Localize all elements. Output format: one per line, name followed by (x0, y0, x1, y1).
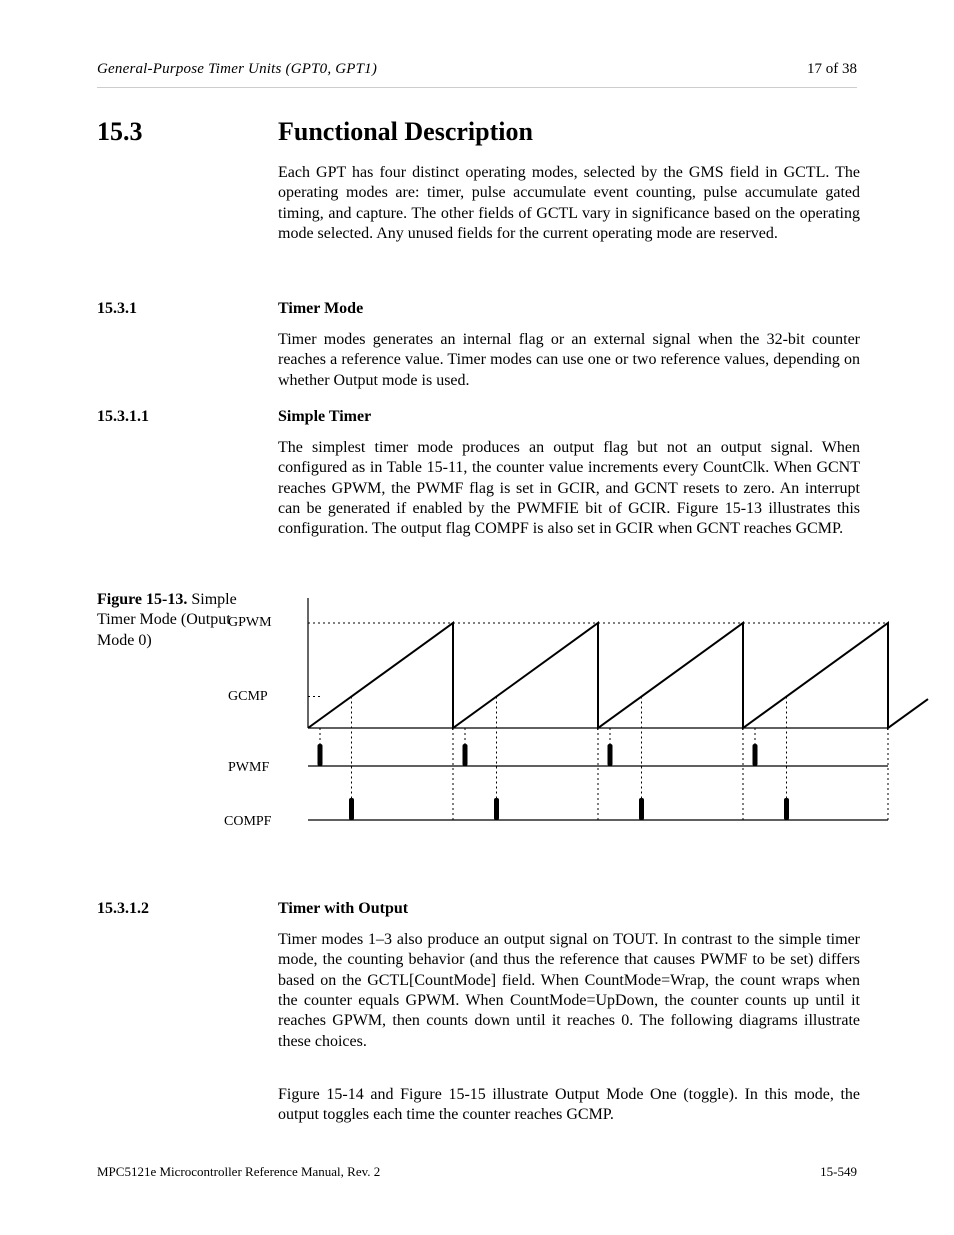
figure-label: Figure 15-13. (97, 591, 187, 608)
paragraph-simple-timer: The simplest timer mode produces an outp… (278, 438, 860, 540)
paragraph-output-mode-one: Figure 15-14 and Figure 15-15 illustrate… (278, 1085, 860, 1126)
svg-text:PWMF: PWMF (228, 760, 269, 775)
subsubsection-number-simple-timer: 15.3.1.1 (97, 408, 149, 426)
footer-docnum: MPC5121e Microcontroller Reference Manua… (97, 1164, 380, 1180)
svg-text:GCMP: GCMP (228, 689, 268, 704)
subsection-number-timer-mode: 15.3.1 (97, 300, 137, 318)
section-title: Functional Description (278, 117, 533, 147)
figure-simple-timer: GPWMGCMPPWMFCOMPF (278, 588, 888, 893)
subsubsection-title-simple-timer: Simple Timer (278, 408, 371, 426)
header-title: General-Purpose Timer Units (GPT0, GPT1) (97, 61, 377, 78)
svg-text:GPWM: GPWM (228, 615, 272, 630)
svg-text:COMPF: COMPF (224, 814, 272, 829)
paragraph-timer-output: Timer modes 1–3 also produce an output s… (278, 930, 860, 1052)
subsubsection-title-timer-output: Timer with Output (278, 900, 408, 918)
footer-pagenum: 15-549 (820, 1164, 857, 1180)
header-rule (97, 87, 857, 88)
header-pagecount: 17 of 38 (807, 61, 857, 78)
subsection-title-timer-mode: Timer Mode (278, 300, 363, 318)
paragraph-intro: Each GPT has four distinct operating mod… (278, 163, 860, 244)
paragraph-timer-mode: Timer modes generates an internal flag o… (278, 330, 860, 391)
section-number: 15.3 (97, 117, 143, 147)
subsubsection-number-timer-output: 15.3.1.2 (97, 900, 149, 918)
